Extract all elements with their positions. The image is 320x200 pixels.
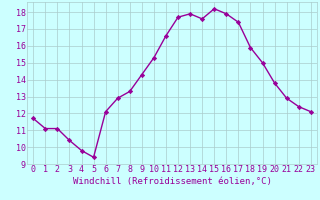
X-axis label: Windchill (Refroidissement éolien,°C): Windchill (Refroidissement éolien,°C) — [73, 177, 271, 186]
